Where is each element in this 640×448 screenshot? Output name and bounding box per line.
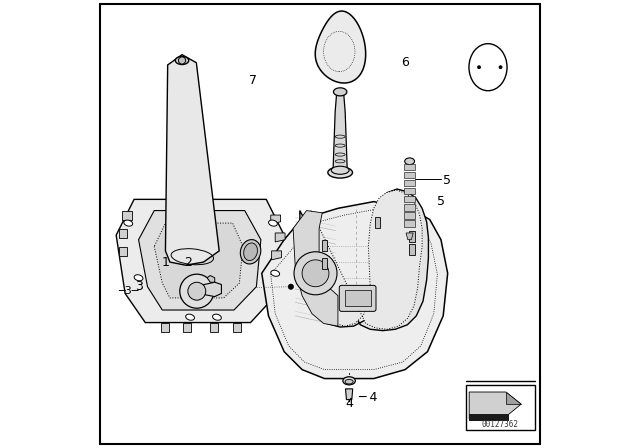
- Polygon shape: [409, 231, 415, 242]
- Polygon shape: [469, 392, 521, 419]
- Polygon shape: [404, 180, 415, 186]
- Text: 3: 3: [134, 280, 143, 293]
- Polygon shape: [154, 223, 243, 298]
- Polygon shape: [406, 233, 413, 240]
- Ellipse shape: [244, 243, 257, 261]
- Polygon shape: [116, 199, 284, 323]
- Polygon shape: [119, 247, 127, 256]
- Polygon shape: [346, 389, 353, 400]
- Polygon shape: [262, 202, 448, 379]
- Polygon shape: [165, 55, 220, 265]
- Polygon shape: [275, 233, 285, 242]
- Ellipse shape: [124, 220, 132, 226]
- Text: 00127362: 00127362: [482, 420, 519, 429]
- Text: 1: 1: [161, 255, 170, 269]
- Ellipse shape: [343, 377, 355, 385]
- Polygon shape: [210, 323, 218, 332]
- Polygon shape: [404, 164, 415, 170]
- Polygon shape: [271, 215, 280, 224]
- Bar: [345, 290, 371, 306]
- Ellipse shape: [345, 379, 353, 384]
- Polygon shape: [307, 190, 422, 329]
- Polygon shape: [333, 94, 348, 172]
- Ellipse shape: [175, 56, 189, 65]
- Ellipse shape: [332, 166, 349, 174]
- Polygon shape: [404, 196, 415, 202]
- Polygon shape: [506, 392, 521, 404]
- Polygon shape: [139, 211, 261, 310]
- FancyBboxPatch shape: [339, 285, 376, 311]
- Polygon shape: [119, 229, 127, 238]
- Polygon shape: [184, 323, 191, 332]
- Polygon shape: [404, 220, 415, 227]
- Polygon shape: [374, 217, 380, 228]
- Polygon shape: [404, 204, 415, 211]
- Circle shape: [180, 274, 214, 308]
- Polygon shape: [404, 172, 415, 178]
- Ellipse shape: [269, 220, 277, 226]
- Ellipse shape: [404, 158, 415, 165]
- Ellipse shape: [333, 88, 347, 96]
- Ellipse shape: [212, 314, 221, 320]
- Polygon shape: [316, 11, 365, 83]
- Text: -: -: [487, 72, 491, 82]
- Ellipse shape: [469, 44, 507, 90]
- Polygon shape: [293, 211, 338, 326]
- Polygon shape: [161, 323, 169, 332]
- Text: 4: 4: [345, 396, 353, 410]
- Polygon shape: [404, 188, 415, 194]
- Ellipse shape: [328, 167, 353, 178]
- Polygon shape: [409, 244, 415, 255]
- Ellipse shape: [186, 314, 195, 320]
- Circle shape: [179, 57, 186, 64]
- Text: 5: 5: [437, 195, 445, 208]
- Circle shape: [499, 66, 502, 69]
- Text: 7: 7: [249, 74, 257, 87]
- Text: 6: 6: [401, 56, 409, 69]
- Polygon shape: [233, 323, 241, 332]
- Text: 2: 2: [184, 255, 192, 269]
- Ellipse shape: [240, 240, 261, 264]
- Circle shape: [302, 260, 329, 287]
- Circle shape: [188, 282, 206, 300]
- Polygon shape: [322, 240, 327, 251]
- Text: F: F: [476, 53, 481, 62]
- Bar: [466, 385, 535, 430]
- Circle shape: [477, 66, 481, 69]
- Circle shape: [288, 284, 294, 289]
- Text: ─ 4: ─ 4: [358, 391, 378, 405]
- Polygon shape: [404, 212, 415, 219]
- Polygon shape: [207, 276, 215, 282]
- Polygon shape: [271, 251, 282, 260]
- Ellipse shape: [134, 275, 143, 281]
- Ellipse shape: [271, 270, 280, 276]
- Polygon shape: [469, 414, 509, 421]
- Circle shape: [294, 252, 337, 295]
- Text: ─3─: ─3─: [118, 286, 139, 296]
- Polygon shape: [300, 189, 428, 331]
- Polygon shape: [322, 258, 327, 269]
- Polygon shape: [122, 211, 132, 220]
- Text: 5: 5: [443, 173, 451, 187]
- Text: ·: ·: [486, 59, 488, 69]
- Polygon shape: [198, 282, 221, 297]
